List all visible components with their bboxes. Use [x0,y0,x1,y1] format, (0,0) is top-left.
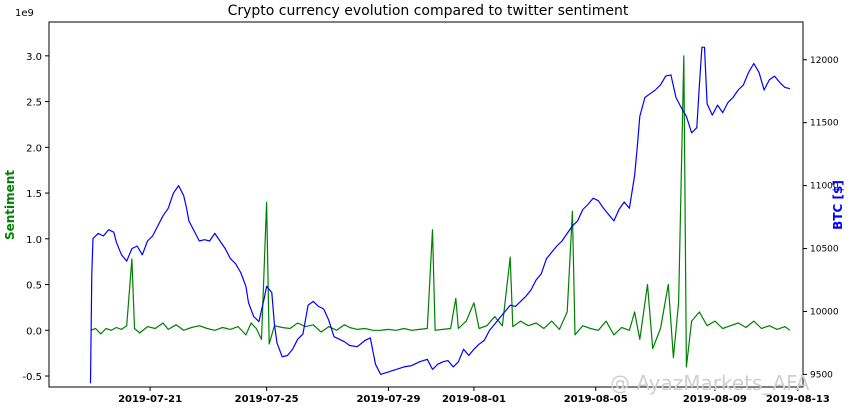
y-right-tick-label: 9500 [810,370,833,380]
x-tick-label: 2019-08-01 [442,394,506,405]
y-left-tick-label: 1.5 [26,189,42,200]
x-tick-label: 2019-07-21 [118,394,182,405]
watermark: @ AyazMarkets_AFA [610,371,810,395]
y-left-label: Sentiment [3,170,17,240]
y-left-tick-label: 1.0 [26,235,42,246]
y-left-tick-label: 2.5 [26,98,42,109]
y-left-axis: -0.5 0.0 0.5 1.0 1.5 2.0 2.5 3.0 [22,52,49,383]
y-left-tick-label: 3.0 [26,52,42,63]
x-tick-label: 2019-08-05 [564,394,628,405]
y-left-tick-label: 0.0 [26,326,42,337]
x-tick-label: 2019-08-09 [683,394,747,405]
x-axis: 2019-07-21 2019-07-25 2019-07-29 2019-08-01… [118,387,830,405]
y-left-multiplier: 1e9 [15,8,34,19]
y-left-tick-label: -0.5 [22,372,42,383]
series-layer [89,46,791,384]
x-tick-label: 2019-07-29 [356,394,420,405]
y-right-tick-label: 11500 [810,119,839,129]
btc-series-line [89,46,791,384]
plot-frame [48,21,804,388]
chart-title: Crypto currency evolution compared to tw… [228,3,629,19]
y-right-axis: 9500 10000 10500 11000 11500 12000 [803,56,839,380]
y-right-tick-label: 10000 [810,307,839,317]
y-right-tick-label: 12000 [810,56,839,66]
y-right-tick-label: 10500 [810,245,839,255]
x-tick-label: 2019-07-25 [235,394,299,405]
y-right-tick-label: 11000 [810,182,839,192]
y-right-label: BTC [$] [831,180,845,230]
x-tick-label: 2019-08-13 [766,394,830,405]
y-left-tick-label: 0.5 [26,281,42,292]
sentiment-series-line [90,55,791,368]
y-left-tick-label: 2.0 [26,143,42,154]
